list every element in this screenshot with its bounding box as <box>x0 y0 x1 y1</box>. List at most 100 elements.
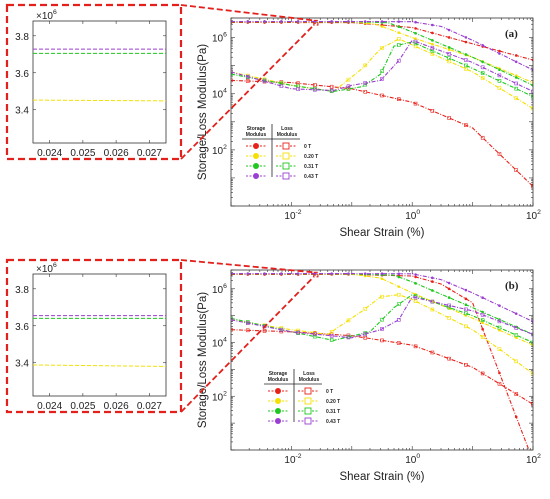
data-point <box>447 356 451 361</box>
data-point <box>464 40 468 44</box>
data-point <box>481 321 484 325</box>
legend-swatch-loss <box>304 397 312 405</box>
data-point <box>329 334 334 338</box>
legend-swatch-storage <box>275 418 281 424</box>
series-loss-031T <box>231 41 533 99</box>
data-point <box>413 299 418 303</box>
data-point <box>464 53 468 56</box>
data-point <box>480 318 485 322</box>
inset-x-tick-label: 0.024 <box>37 401 62 412</box>
data-point <box>413 295 418 300</box>
data-point <box>329 329 334 334</box>
data-point <box>347 272 350 275</box>
data-point <box>396 292 401 297</box>
data-point <box>431 23 434 27</box>
data-point <box>480 71 485 75</box>
panel-b: 10-2 100 102 102 104 106 Shear Strain (%) Stora… <box>197 269 541 483</box>
x-tick-label: 10-2 <box>284 453 301 466</box>
zoom-connector-line <box>180 276 315 413</box>
y-tick-label: 104 <box>212 337 227 350</box>
y-tick-label: 102 <box>212 144 227 157</box>
data-point <box>363 272 367 275</box>
y-tick-label: 104 <box>212 88 227 101</box>
data-point <box>531 332 533 337</box>
data-point <box>363 335 368 340</box>
data-point <box>397 25 401 29</box>
data-point <box>464 324 468 329</box>
data-point <box>464 288 468 292</box>
legend-entry-label: 0.20 T <box>304 154 318 160</box>
y-tick-label: 102 <box>212 390 227 403</box>
y-tick-label: 106 <box>212 32 227 45</box>
data-point <box>430 350 435 355</box>
inset-series-020T <box>32 364 167 367</box>
legend-swatch-loss <box>304 387 312 395</box>
data-point <box>262 329 267 333</box>
legend-entry-label: 0.31 T <box>304 164 318 170</box>
x-tick-label: 102 <box>526 453 541 466</box>
legend-header-loss: Modulus <box>299 377 320 383</box>
data-point <box>481 327 484 331</box>
data-point <box>363 63 368 68</box>
legend-swatch-storage <box>275 398 281 404</box>
legend-swatch-loss <box>282 142 290 150</box>
data-point <box>346 84 351 89</box>
legend-header-storage: Storage <box>269 371 288 377</box>
data-point <box>329 338 334 342</box>
inset-axes-frame <box>32 20 167 144</box>
zoom-inset-b: 0.024 0.025 0.026 0.027 3.4 3.6 3.8 ×106 <box>5 258 183 414</box>
legend-swatch-storage <box>253 163 259 169</box>
data-point <box>397 31 401 34</box>
data-point <box>380 338 384 343</box>
data-point <box>447 303 451 308</box>
data-point <box>447 287 451 291</box>
data-point <box>480 335 485 339</box>
data-point <box>480 371 485 376</box>
data-point <box>430 45 435 50</box>
data-point <box>280 20 283 23</box>
inset-y-tick-label: 3.6 <box>15 69 29 80</box>
data-point <box>380 272 384 276</box>
inset-y-tick-label: 3.4 <box>15 106 29 117</box>
inset-y-tick-label: 3.6 <box>15 322 29 333</box>
data-point <box>380 69 384 74</box>
data-point <box>497 381 502 386</box>
data-point <box>464 123 468 127</box>
inset-x-tick-label: 0.026 <box>104 148 129 159</box>
zoom-inset-border <box>5 258 183 414</box>
data-point <box>380 277 384 281</box>
data-point <box>514 96 519 101</box>
legend-header-loss: Modulus <box>277 132 298 138</box>
data-point <box>363 20 367 23</box>
data-point <box>262 79 267 84</box>
data-point <box>380 294 384 299</box>
data-point <box>396 58 401 63</box>
zoom-region-box <box>313 19 319 26</box>
series-line <box>231 21 533 84</box>
inset-x-tick-label: 0.024 <box>37 148 62 159</box>
data-point <box>245 79 250 83</box>
inset-x-tick-label: 0.025 <box>70 401 95 412</box>
data-point <box>514 359 519 364</box>
data-point <box>514 336 518 339</box>
zoom-connector-line <box>180 259 314 274</box>
data-point <box>498 68 501 72</box>
data-point <box>245 321 250 325</box>
data-point <box>514 392 519 396</box>
data-point <box>380 327 384 331</box>
series-line <box>231 296 533 339</box>
series-loss-043T <box>231 39 533 94</box>
data-point <box>497 79 502 83</box>
zoom-inset-a: 0.024 0.025 0.026 0.027 3.4 3.6 3.8 ×106 <box>5 3 183 161</box>
data-point <box>296 20 300 23</box>
data-point <box>514 54 518 57</box>
data-point <box>531 94 533 99</box>
data-point <box>514 60 518 64</box>
data-point <box>447 52 451 56</box>
data-point <box>231 78 233 83</box>
data-point <box>363 89 368 94</box>
data-point <box>431 39 434 42</box>
data-point <box>263 20 266 23</box>
data-point <box>329 84 334 89</box>
legend-header-loss: Loss <box>303 371 315 377</box>
